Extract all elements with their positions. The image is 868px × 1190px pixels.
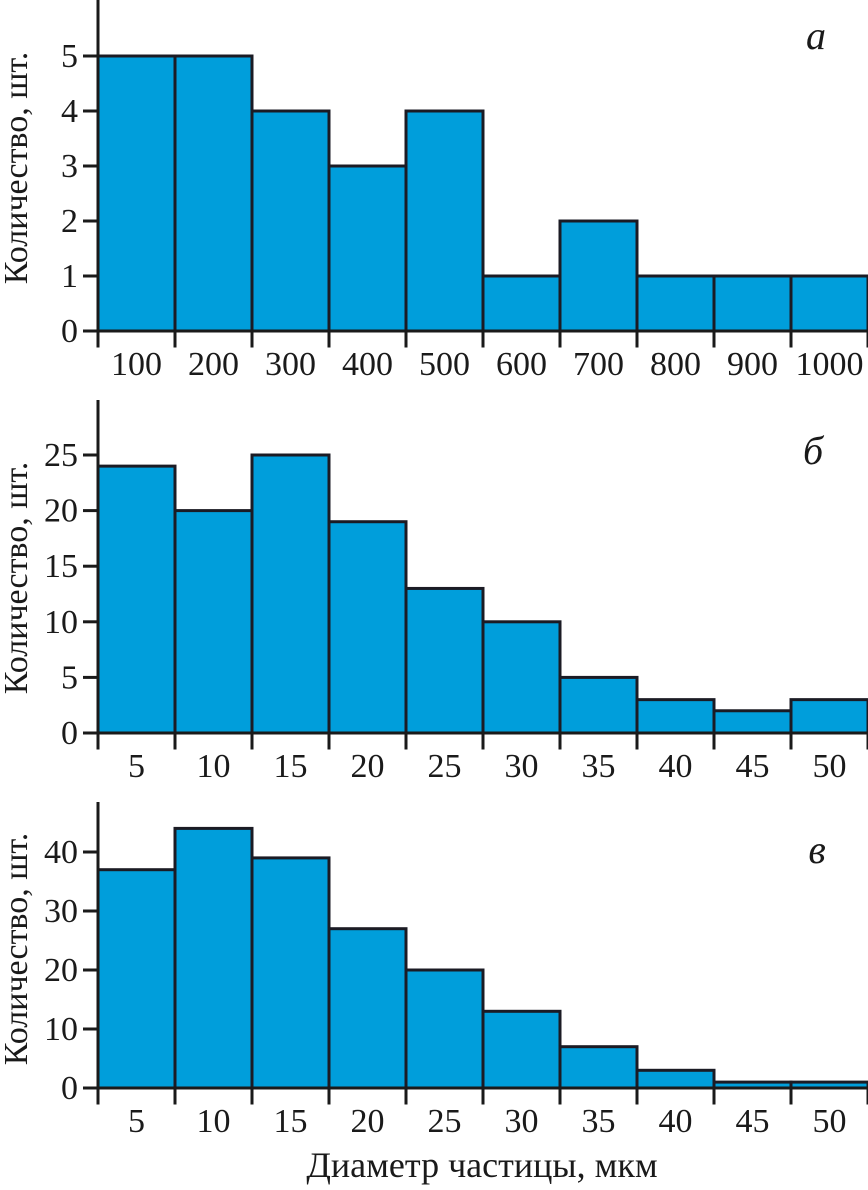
y-tick-label: 0 xyxy=(61,715,78,752)
x-axis-title: Диаметр частицы, мкм xyxy=(306,1145,657,1185)
y-tick-label: 0 xyxy=(61,1070,78,1107)
x-tick-label: 5 xyxy=(128,1103,145,1140)
y-tick-label: 2 xyxy=(61,203,78,240)
bar xyxy=(789,698,868,735)
x-tick-label: 15 xyxy=(274,748,308,785)
x-tick-label: 600 xyxy=(496,346,547,383)
x-tick-label: 50 xyxy=(813,1103,847,1140)
y-tick-label: 5 xyxy=(61,38,78,75)
histogram-panel-в: 5 10 15 20 25 30 35 40 45 50 0 10 20 30 40 Количество, … xyxy=(0,802,868,1185)
bar xyxy=(712,274,793,333)
y-tick-label: 10 xyxy=(44,604,78,641)
y-tick-label: 25 xyxy=(44,437,78,474)
y-tick-label: 15 xyxy=(44,548,78,585)
y-axis-title: Количество, шт. xyxy=(0,833,35,1066)
panel-letter: б xyxy=(803,428,825,473)
bar xyxy=(558,219,639,333)
x-tick-label: 300 xyxy=(265,346,316,383)
y-tick-label: 5 xyxy=(61,659,78,696)
bar xyxy=(173,826,254,1090)
panel-letter: в xyxy=(808,827,825,872)
bar xyxy=(635,1068,716,1090)
y-tick-label: 4 xyxy=(61,93,78,130)
x-tick-label: 40 xyxy=(659,748,693,785)
x-tick-label: 20 xyxy=(351,748,385,785)
bar xyxy=(789,274,868,333)
x-tick-label: 15 xyxy=(274,1103,308,1140)
bar xyxy=(173,54,254,333)
bar xyxy=(558,675,639,735)
x-tick-label: 50 xyxy=(813,748,847,785)
bar xyxy=(558,1045,639,1090)
bar xyxy=(404,968,485,1090)
x-tick-label: 800 xyxy=(650,346,701,383)
x-tick-label: 200 xyxy=(188,346,239,383)
bar xyxy=(250,856,331,1090)
bar xyxy=(96,868,177,1090)
bar xyxy=(173,509,254,735)
bar xyxy=(481,620,562,735)
x-tick-label: 10 xyxy=(197,1103,231,1140)
bar xyxy=(481,274,562,333)
x-tick-label: 25 xyxy=(428,748,462,785)
x-tick-label: 20 xyxy=(351,1103,385,1140)
bar xyxy=(635,698,716,735)
y-axis-title: Количество, шт. xyxy=(0,52,35,285)
y-tick-label: 20 xyxy=(44,952,78,989)
bar xyxy=(250,453,331,735)
x-tick-label: 700 xyxy=(573,346,624,383)
bar xyxy=(712,709,793,735)
bar xyxy=(250,109,331,333)
bar xyxy=(96,54,177,333)
x-tick-label: 1000 xyxy=(796,346,864,383)
panel-letter: а xyxy=(806,13,826,58)
y-tick-label: 0 xyxy=(61,313,78,350)
x-tick-label: 5 xyxy=(128,748,145,785)
x-tick-label: 45 xyxy=(736,1103,770,1140)
bar xyxy=(96,464,177,735)
x-tick-label: 25 xyxy=(428,1103,462,1140)
x-tick-label: 40 xyxy=(659,1103,693,1140)
y-axis-title: Количество, шт. xyxy=(0,462,35,695)
x-tick-label: 100 xyxy=(111,346,162,383)
bar xyxy=(635,274,716,333)
y-tick-label: 10 xyxy=(44,1011,78,1048)
bar xyxy=(481,1009,562,1090)
x-tick-label: 35 xyxy=(582,748,616,785)
y-tick-label: 40 xyxy=(44,834,78,871)
x-tick-label: 500 xyxy=(419,346,470,383)
x-tick-label: 900 xyxy=(727,346,778,383)
bar xyxy=(327,927,408,1090)
bar xyxy=(327,164,408,333)
x-tick-label: 10 xyxy=(197,748,231,785)
y-tick-label: 30 xyxy=(44,893,78,930)
bar xyxy=(404,586,485,735)
y-tick-label: 20 xyxy=(44,493,78,530)
x-tick-label: 30 xyxy=(505,1103,539,1140)
histogram-panel-а: 100 200 300 400 500 600 700 800 900 1000 0 1 2 3 4 5 Кол… xyxy=(0,0,868,383)
x-tick-label: 45 xyxy=(736,748,770,785)
histogram-panel-б: 5 10 15 20 25 30 35 40 45 50 0 5 10 15 20 25 Количество,… xyxy=(0,400,868,785)
bar xyxy=(327,520,408,735)
x-tick-label: 30 xyxy=(505,748,539,785)
x-tick-label: 400 xyxy=(342,346,393,383)
y-tick-label: 1 xyxy=(61,258,78,295)
y-tick-label: 3 xyxy=(61,148,78,185)
bar xyxy=(404,109,485,333)
x-tick-label: 35 xyxy=(582,1103,616,1140)
